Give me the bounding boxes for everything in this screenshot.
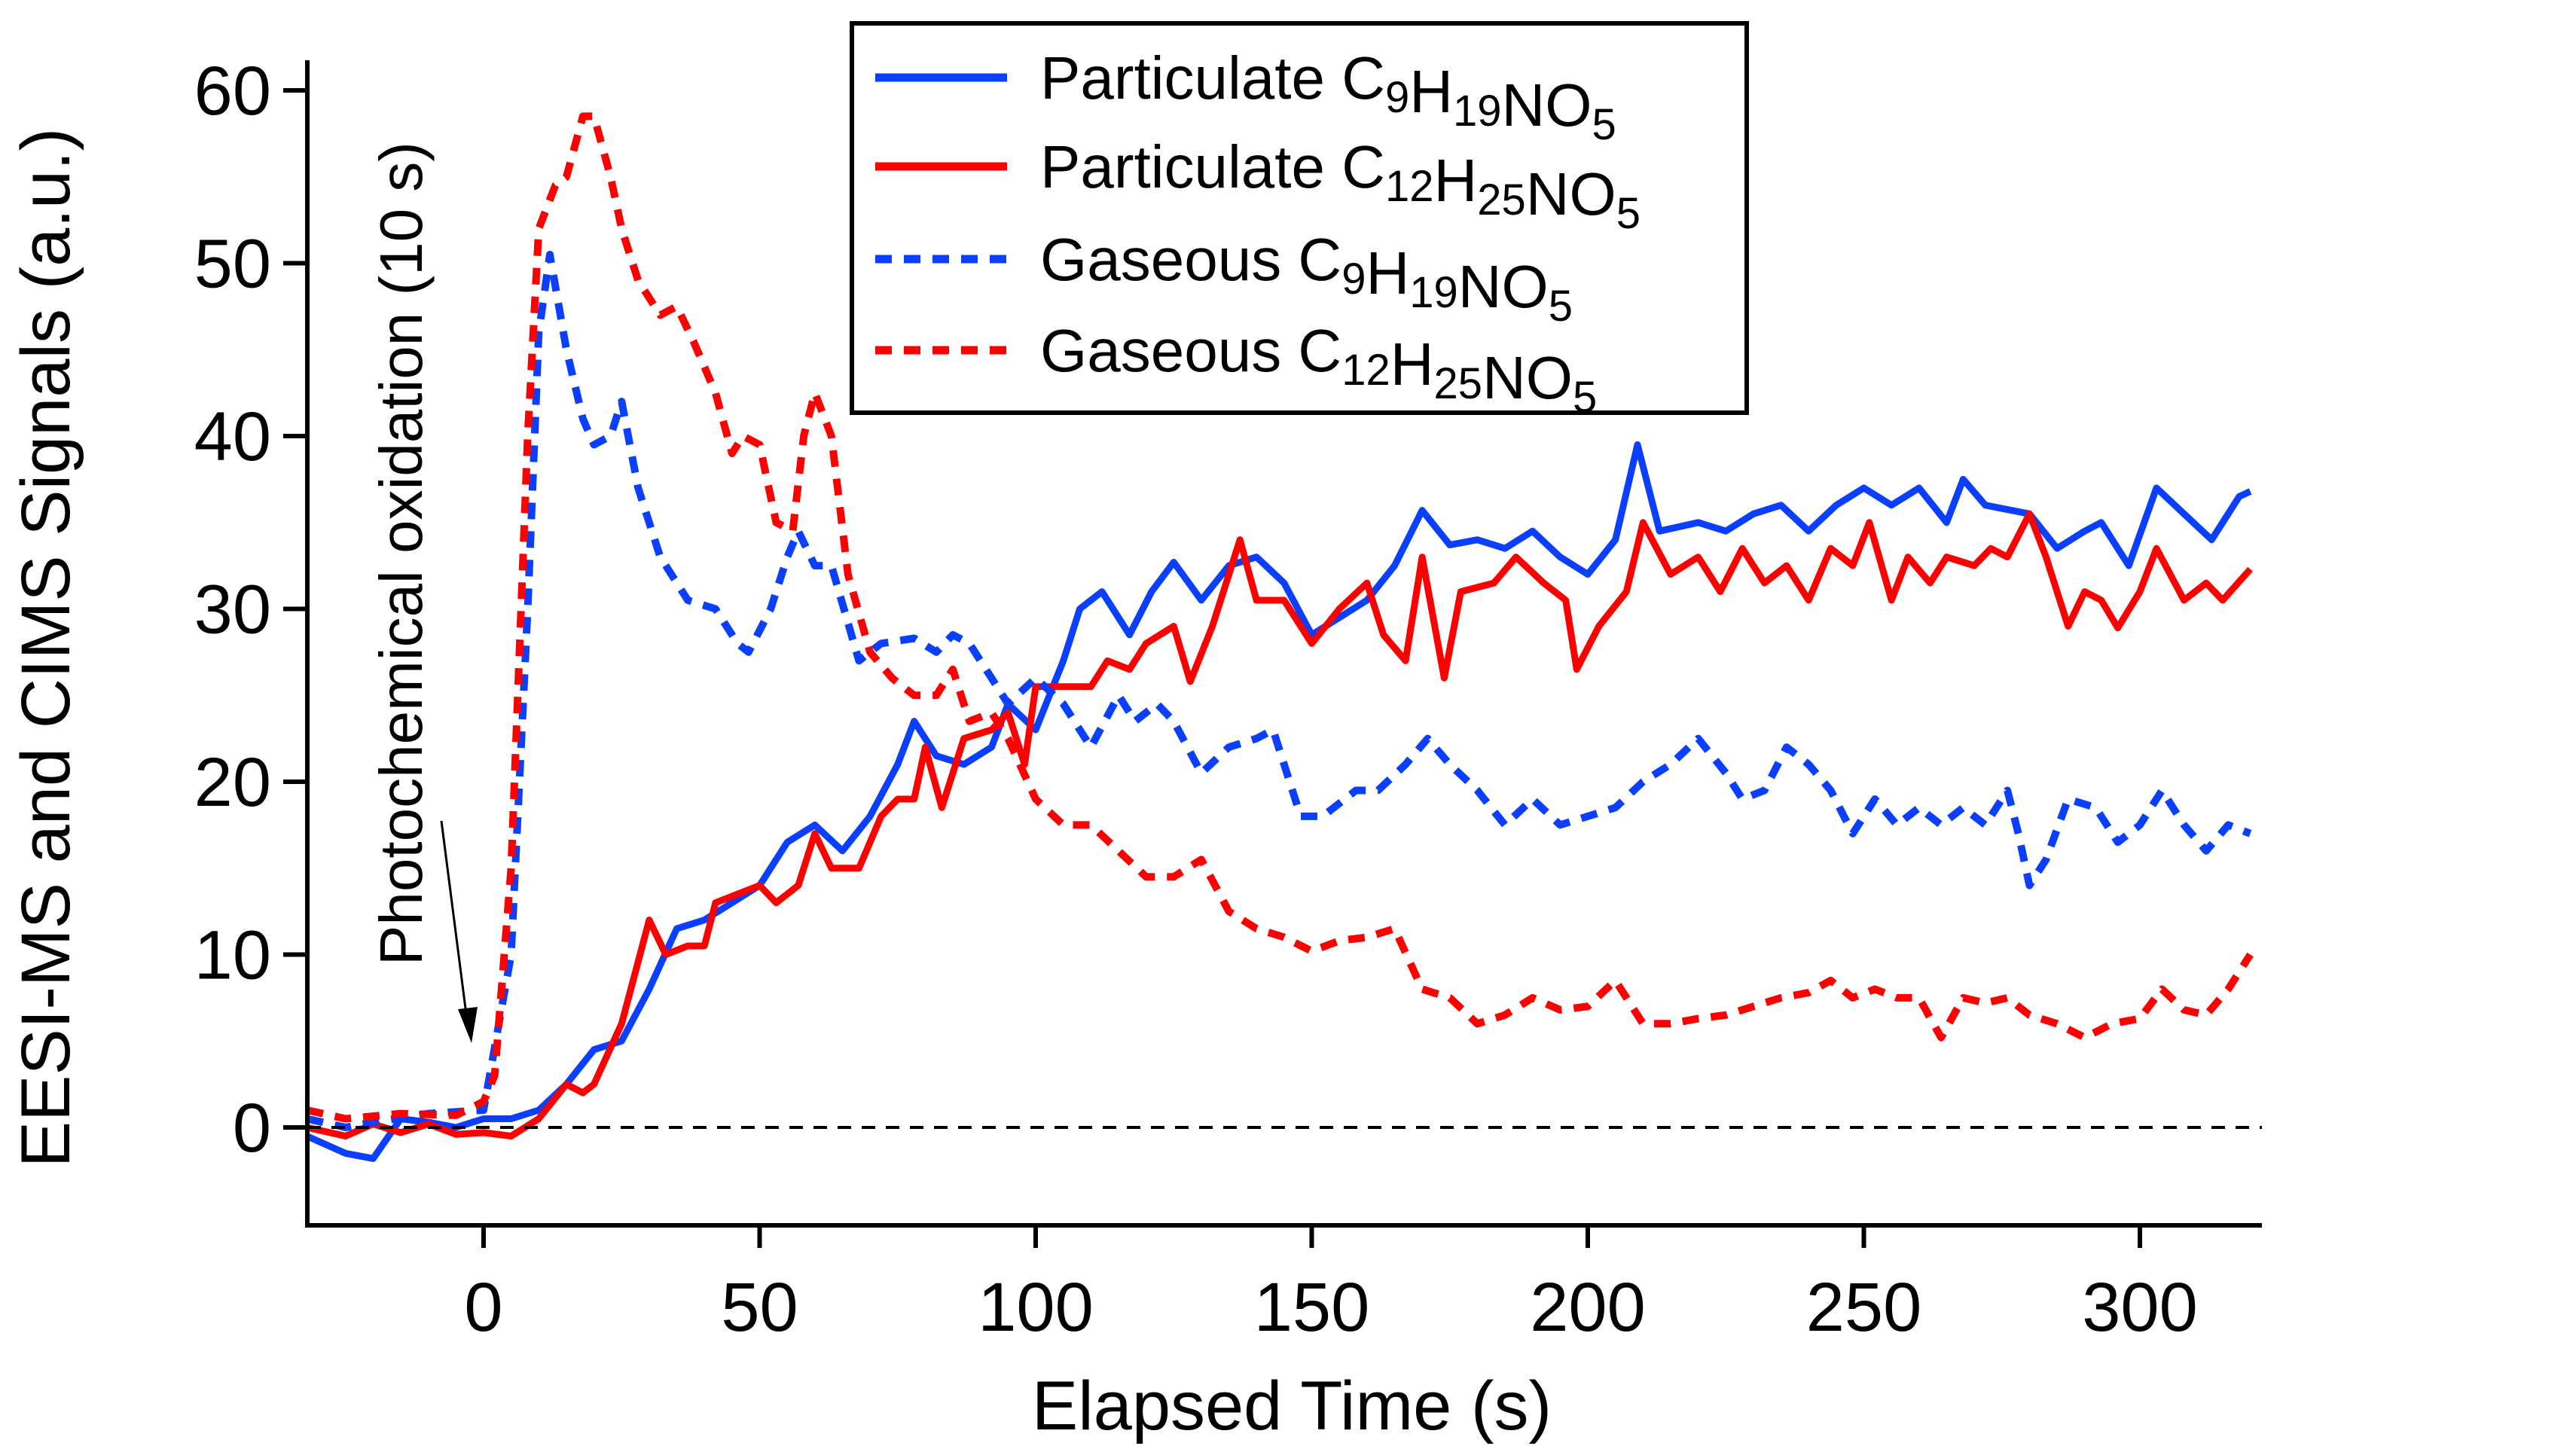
y-tick-label: 10 bbox=[194, 917, 271, 994]
legend-label: Gaseous C12H25NO5 bbox=[1040, 317, 1597, 422]
series-line-3 bbox=[306, 112, 2254, 1123]
axes: 0 10 20 30 40 50 60 0 50 100 150 200 250 300 bbox=[194, 53, 2262, 1346]
y-tick-label: 60 bbox=[194, 53, 271, 130]
series-line-2 bbox=[306, 251, 2252, 1131]
x-tick-label: 200 bbox=[1530, 1269, 1646, 1346]
y-tick-label: 30 bbox=[194, 572, 271, 648]
annotation-text: Photochemical oxidation (10 s) bbox=[368, 142, 435, 966]
y-tick-label: 50 bbox=[194, 226, 271, 303]
series-line-0 bbox=[305, 441, 2252, 1162]
x-tick-label: 100 bbox=[978, 1269, 1094, 1346]
y-axis-label: EESI-MS and CIMS Signals (a.u.) bbox=[8, 128, 84, 1168]
x-tick-label: 0 bbox=[464, 1269, 502, 1346]
legend-label: Particulate C9H19NO5 bbox=[1040, 44, 1616, 149]
series-layer bbox=[305, 112, 2254, 1162]
legend-label: Particulate C12H25NO5 bbox=[1040, 133, 1641, 238]
x-tick-label: 250 bbox=[1806, 1269, 1922, 1346]
y-tick-label: 0 bbox=[233, 1090, 271, 1167]
series-line-1 bbox=[306, 510, 2253, 1139]
x-tick-label: 300 bbox=[2082, 1269, 2198, 1346]
annotation-arrow bbox=[440, 820, 478, 1043]
y-tick-label: 20 bbox=[194, 744, 271, 821]
x-tick-label: 150 bbox=[1254, 1269, 1370, 1346]
legend-label: Gaseous C9H19NO5 bbox=[1040, 226, 1573, 331]
y-tick-label: 40 bbox=[194, 398, 271, 475]
x-tick-label: 50 bbox=[721, 1269, 798, 1346]
x-axis-label: Elapsed Time (s) bbox=[1032, 1368, 1552, 1444]
